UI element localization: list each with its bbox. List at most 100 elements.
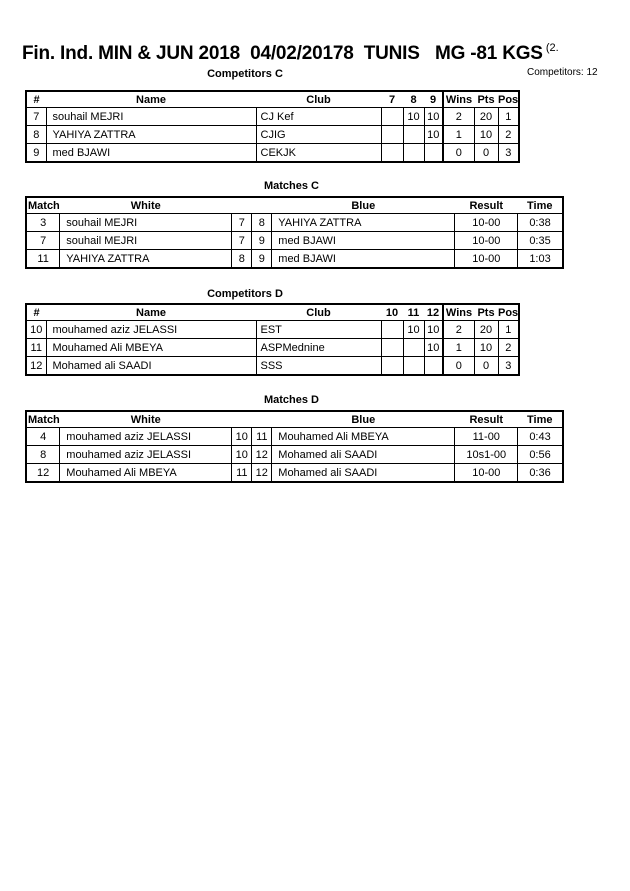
section-heading-matches-c: Matches C — [263, 180, 320, 192]
cell-match-number: 12 — [25, 463, 61, 483]
cell-blue-number: 8 — [251, 213, 273, 232]
cell-score-vs-3 — [423, 356, 444, 376]
col-header-white: White — [130, 199, 161, 212]
cell-blue-number: 9 — [251, 249, 273, 269]
col-header-opp1: 10 — [385, 306, 399, 319]
col-header-opp1: 7 — [388, 93, 396, 106]
cell-time: 0:56 — [517, 445, 564, 464]
cell-competitor-name: souhail MEJRI — [45, 107, 257, 126]
col-header-club: Club — [306, 93, 331, 106]
cell-blue-number: 11 — [251, 427, 273, 446]
cell-wins: 2 — [442, 320, 475, 339]
cell-score-vs-2 — [402, 125, 425, 144]
cell-pos: 2 — [497, 125, 520, 144]
cell-white-number: 7 — [231, 231, 253, 250]
matches-c-table: Match White Blue Result Time 3 souhail M… — [25, 196, 564, 269]
cell-competitor-name: med BJAWI — [45, 143, 257, 163]
cell-competitor-name: YAHIYA ZATTRA — [45, 125, 257, 144]
cell-score-vs-3: 10 — [423, 107, 444, 126]
cell-score-vs-3: 10 — [423, 338, 444, 357]
cell-result: 10-00 — [454, 213, 519, 232]
cell-time: 0:38 — [517, 213, 564, 232]
cell-competitor-number: 10 — [25, 320, 47, 339]
match-row: 7 souhail MEJRI 7 9 med BJAWI 10-00 0:35 — [25, 231, 564, 250]
cell-score-vs-1 — [380, 125, 404, 144]
cell-wins: 0 — [442, 143, 475, 163]
col-header-match: Match — [28, 413, 60, 426]
col-header-result: Result — [469, 413, 504, 426]
cell-white-number: 8 — [231, 249, 253, 269]
cell-white-number: 10 — [231, 427, 253, 446]
col-header-pts: Pts — [477, 93, 495, 106]
title-superscript: (2. — [542, 42, 559, 54]
competitor-row: 8 YAHIYA ZATTRA CJIG 10 1 10 2 — [25, 125, 520, 144]
cell-time: 0:35 — [517, 231, 564, 250]
cell-score-vs-2 — [402, 143, 425, 163]
page-title-text: Fin. Ind. MIN & JUN 2018 04/02/20178 TUN… — [22, 43, 543, 64]
col-header-num: # — [33, 306, 40, 319]
table-header-row: Match White Blue Result Time — [26, 197, 563, 214]
cell-pos: 3 — [497, 143, 520, 163]
col-header-pts: Pts — [477, 306, 495, 319]
table-header-row: # Name Club 7 8 9 Wins Pts Pos — [26, 91, 519, 108]
cell-white-name: mouhamed aziz JELASSI — [59, 427, 233, 446]
col-header-match: Match — [28, 199, 60, 212]
cell-competitor-club: CJIG — [255, 125, 382, 144]
col-header-pos: Pos — [498, 93, 519, 106]
col-header-opp2: 8 — [410, 93, 417, 106]
cell-pos: 3 — [497, 356, 520, 376]
cell-white-name: Mouhamed Ali MBEYA — [59, 463, 233, 483]
cell-competitor-club: CEKJK — [255, 143, 382, 163]
col-header-white: White — [130, 413, 161, 426]
col-header-wins: Wins — [442, 91, 474, 108]
cell-score-vs-2: 10 — [402, 320, 425, 339]
match-row: 3 souhail MEJRI 7 8 YAHIYA ZATTRA 10-00 … — [25, 213, 564, 232]
competitor-row: 7 souhail MEJRI CJ Kef 10 10 2 20 1 — [25, 107, 520, 126]
cell-competitor-club: ASPMednine — [255, 338, 382, 357]
cell-pos: 1 — [497, 107, 520, 126]
cell-result: 10s1-00 — [454, 445, 519, 464]
cell-blue-number: 12 — [251, 463, 273, 483]
cell-competitor-club: CJ Kef — [255, 107, 382, 126]
col-header-blue: Blue — [351, 199, 376, 212]
cell-competitor-name: Mouhamed Ali MBEYA — [45, 338, 257, 357]
col-header-blue-num — [252, 411, 272, 428]
cell-pts: 0 — [473, 143, 499, 163]
cell-blue-number: 12 — [251, 445, 273, 464]
cell-blue-name: med BJAWI — [271, 231, 456, 250]
col-header-result: Result — [469, 199, 504, 212]
col-header-opp3: 12 — [426, 306, 440, 319]
cell-blue-name: YAHIYA ZATTRA — [271, 213, 456, 232]
table-header-row: # Name Club 10 11 12 Wins Pts Pos — [26, 304, 519, 321]
cell-white-name: souhail MEJRI — [59, 213, 233, 232]
col-header-wins: Wins — [442, 304, 474, 321]
cell-match-number: 8 — [25, 445, 61, 464]
cell-match-number: 3 — [25, 213, 61, 232]
section-heading-matches-d: Matches D — [263, 394, 320, 406]
cell-white-name: YAHIYA ZATTRA — [59, 249, 233, 269]
cell-blue-name: Mouhamed Ali MBEYA — [271, 427, 456, 446]
match-row: 8 mouhamed aziz JELASSI 10 12 Mohamed al… — [25, 445, 564, 464]
col-header-opp2: 11 — [407, 306, 420, 319]
cell-time: 0:36 — [517, 463, 564, 483]
cell-score-vs-1 — [380, 107, 404, 126]
col-header-white-num — [232, 411, 252, 428]
section-heading-competitors-d: Competitors D — [207, 288, 283, 300]
cell-match-number: 7 — [25, 231, 61, 250]
col-header-time: Time — [527, 199, 553, 212]
cell-score-vs-1 — [380, 143, 404, 163]
cell-result: 10-00 — [454, 249, 519, 269]
section-heading-competitors-c: Competitors C — [207, 68, 283, 80]
cell-score-vs-3: 10 — [423, 125, 444, 144]
cell-pos: 1 — [497, 320, 520, 339]
cell-blue-name: Mohamed ali SAADI — [271, 445, 456, 464]
competitor-row: 11 Mouhamed Ali MBEYA ASPMednine 10 1 10… — [25, 338, 520, 357]
cell-score-vs-2 — [402, 338, 425, 357]
col-header-pos: Pos — [498, 306, 519, 319]
competitors-c-table: # Name Club 7 8 9 Wins Pts Pos 7 souhail… — [25, 90, 521, 163]
page-title: Fin. Ind. MIN & JUN 2018 04/02/20178 TUN… — [22, 42, 559, 65]
col-header-name: Name — [136, 306, 166, 319]
col-header-opp3: 9 — [429, 93, 437, 106]
cell-white-name: mouhamed aziz JELASSI — [59, 445, 233, 464]
